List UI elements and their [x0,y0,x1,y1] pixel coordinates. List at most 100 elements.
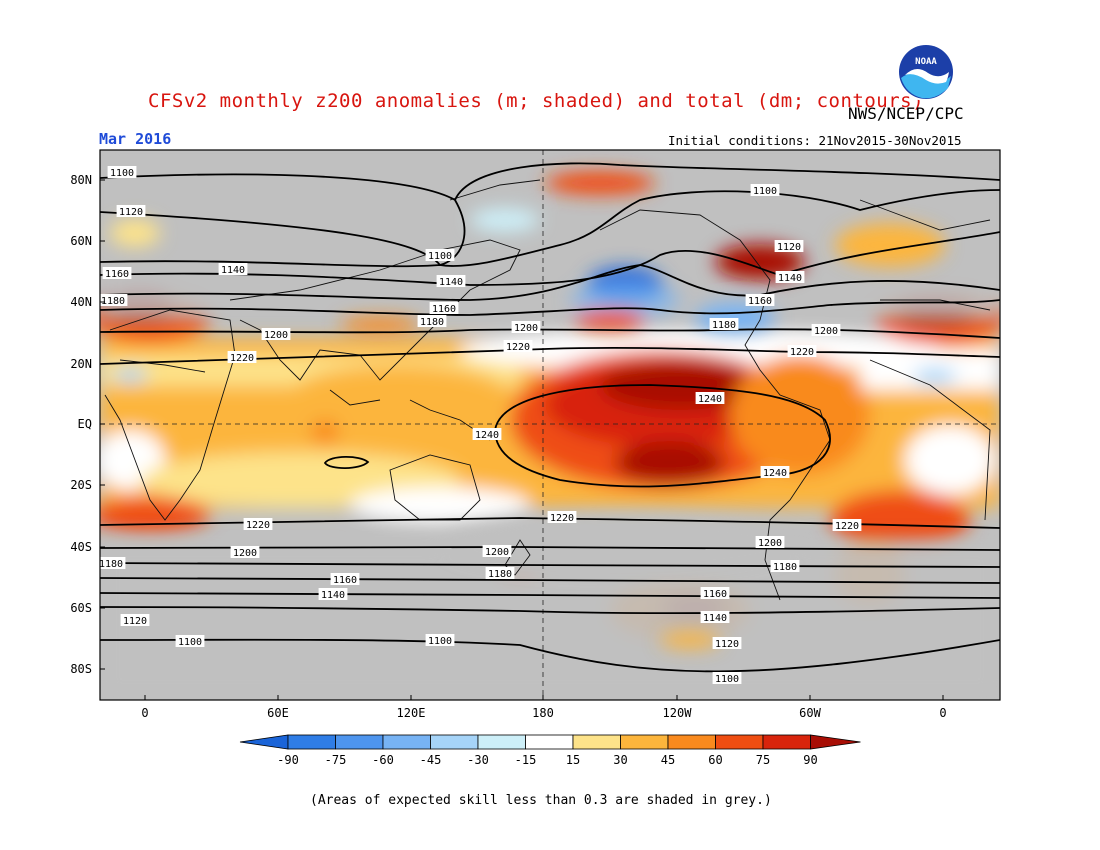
contour-label: 1120 [777,242,801,253]
contour-label-box [745,294,775,306]
contour-label: 1100 [715,674,739,685]
contour-label-box [700,611,730,623]
forecast-period: Mar 2016 [99,130,172,148]
contour-label: 1100 [428,251,452,262]
contour-label-box [330,573,360,585]
colorbar-swatch [335,734,384,750]
contour-label-box [755,536,785,548]
contour-label-box [750,184,780,196]
contour-label-box [175,635,205,647]
colorbar-arrow-left [239,734,289,750]
contour-label-box [436,275,466,287]
lat-tick-label: 80N [70,173,92,187]
contour-label-box [485,567,515,579]
contour-label: 1180 [773,562,797,573]
contour-label-box [760,466,790,478]
contour-label-box [811,324,841,336]
colorbar-swatch [430,734,479,750]
contour-label: 1140 [221,265,245,276]
lat-tick-label: 60S [70,601,92,615]
contour-label: 1100 [178,637,202,648]
lon-tick-label: 60W [799,706,821,720]
colorbar-tick-label: -90 [277,753,299,767]
contour-label-box [770,560,800,572]
lat-tick-label: 40S [70,540,92,554]
contour-label: 1140 [321,590,345,601]
contour-label-box [100,294,128,306]
contour-label-box [318,588,348,600]
colorbar-swatch [525,734,574,750]
contour-label-box [482,545,512,557]
colorbar-tick-label: 75 [756,753,770,767]
contour-label-box [429,302,459,314]
colorbar-swatch [382,734,431,750]
contour-label: 1180 [101,296,125,307]
colorbar-swatch [667,734,716,750]
colorbar-tick-label: -45 [420,753,442,767]
contour-label-box [102,267,132,279]
contour-label-box [425,249,455,261]
colorbar-tick-label: 90 [803,753,817,767]
map-title: CFSv2 monthly z200 anomalies (m; shaded)… [148,90,925,112]
contour-label-box [120,614,150,626]
lon-tick-label: 120E [397,706,426,720]
contour-label: 1100 [753,186,777,197]
contour-label: 1160 [432,304,456,315]
lon-tick-label: 180 [532,706,554,720]
contour-label: 1160 [703,589,727,600]
contour-label: 1200 [485,547,509,558]
contour-label-box [227,351,257,363]
contour-label: 1140 [439,277,463,288]
lat-tick-label: 80S [70,662,92,676]
initial-conditions: Initial conditions: 21Nov2015-30Nov2015 [668,133,962,148]
skill-note: (Areas of expected skill less than 0.3 a… [310,793,772,808]
contour-label-box [695,392,725,404]
colorbar-tick-label: 45 [661,753,675,767]
latitude-axis: 80N 60N 40N 20N EQ 20S 40S 60S 80S [70,173,105,676]
contour-label: 1180 [712,320,736,331]
contour-label: 1220 [550,513,574,524]
contour-label-box [417,315,447,327]
colorbar-swatch [620,734,669,750]
contour-label-box [100,557,126,569]
contour-label: 1200 [514,323,538,334]
colorbar-arrow-right [810,734,861,750]
colorbar-swatch [572,734,621,750]
contour-label: 1100 [428,636,452,647]
contour-label: 1140 [703,613,727,624]
contour-label: 1220 [790,347,814,358]
lat-tick-label: 20N [70,357,92,371]
contour-label-box [243,518,273,530]
contour-label: 1100 [110,168,134,179]
lon-tick-label: 60E [267,706,289,720]
contour-label-box [261,328,291,340]
lat-tick-label: 40N [70,295,92,309]
contour-label: 1200 [814,326,838,337]
contour-label-box [230,546,260,558]
contour-label: 1240 [475,430,499,441]
colorbar-tick-label: -15 [515,753,537,767]
colorbar-swatch [715,734,764,750]
contour-label-box [511,321,541,333]
contour-labels: 1100 1100 1100 1100 1100 1100 1120 1120 1120 1120… [100,166,862,685]
contour-label: 1220 [506,342,530,353]
colorbar-swatch [287,734,336,750]
contour-label-box [503,340,533,352]
lon-tick-label: 0 [939,706,946,720]
contour-label: 1120 [123,616,147,627]
contour-label: 1120 [119,207,143,218]
noaa-logo: NOAA [896,42,956,106]
shaded-anomalies: 1100 1100 1100 1100 1100 1100 1120 1120 1120 1120… [100,150,1000,700]
contour-label-box [775,271,805,283]
contour-label-box [712,637,742,649]
contour-label-box [787,345,817,357]
contour-label: 1240 [763,468,787,479]
contour-label-box [700,587,730,599]
colorbar-swatch [762,734,811,750]
contour-label-box [709,318,739,330]
longitude-axis: 0 60E 120E 180 120W 60W 0 [141,695,947,720]
contour-label: 1160 [105,269,129,280]
colorbar-tick-label: -60 [372,753,394,767]
contour-label: 1180 [420,317,444,328]
